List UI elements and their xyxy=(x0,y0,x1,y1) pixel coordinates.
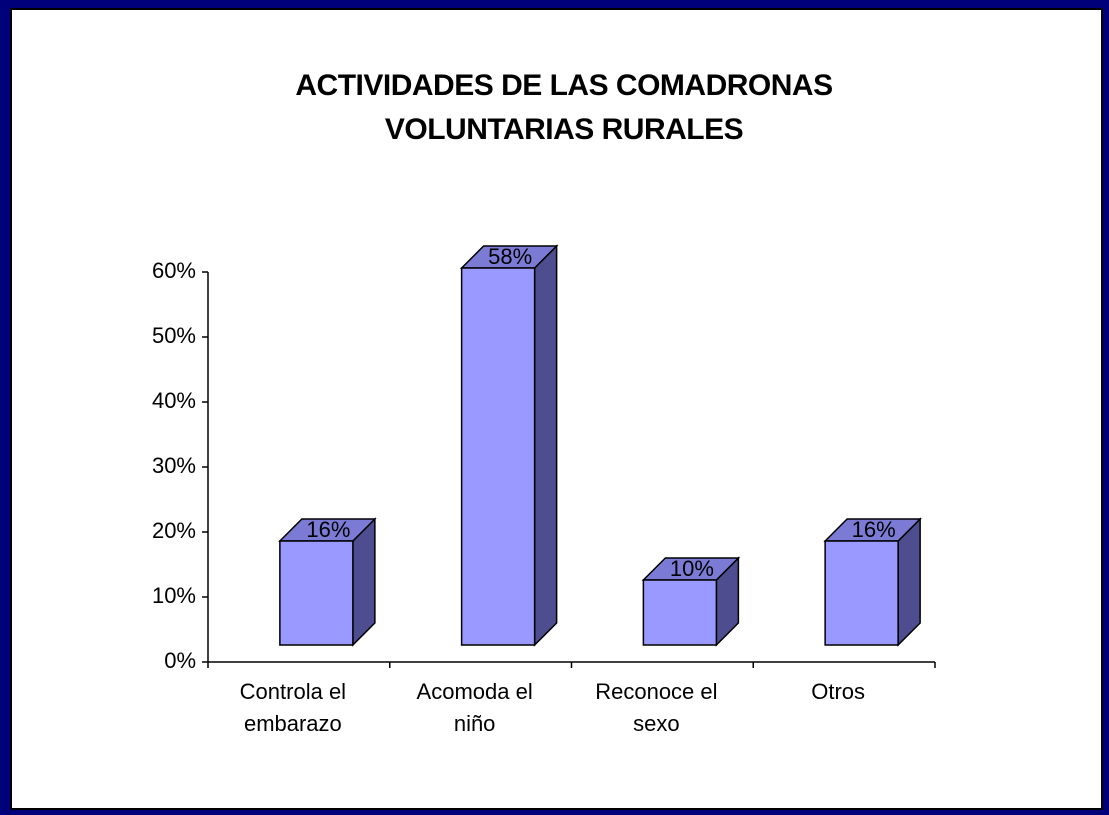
x-tick-label: Controla el embarazo xyxy=(239,679,347,736)
bar xyxy=(459,244,559,647)
bar xyxy=(641,556,741,647)
bar-front xyxy=(824,540,899,646)
bar xyxy=(278,517,377,647)
x-tick-label: Acomoda el niño xyxy=(416,679,533,736)
bar-front xyxy=(460,267,536,646)
x-tick-label: Otros xyxy=(811,679,866,704)
y-tick-label: 50% xyxy=(152,323,196,348)
data-label: 16% xyxy=(306,517,350,542)
bar-side xyxy=(533,244,558,647)
y-tick-label: 30% xyxy=(152,453,196,478)
data-label: 58% xyxy=(488,244,532,269)
bar-front xyxy=(642,579,718,646)
y-tick-label: 0% xyxy=(164,648,196,673)
bar-front xyxy=(279,540,354,646)
y-tick-label: 60% xyxy=(152,258,196,283)
x-tick-label: Reconoce el sexo xyxy=(595,679,718,736)
chart-title: ACTIVIDADES DE LAS COMADRONAS VOLUNTARIA… xyxy=(295,69,833,146)
data-label: 10% xyxy=(670,556,714,581)
y-tick-label: 20% xyxy=(152,518,196,543)
chart-area: ACTIVIDADES DE LAS COMADRONAS VOLUNTARIA… xyxy=(10,8,1103,810)
data-label: 16% xyxy=(852,517,896,542)
y-tick-label: 10% xyxy=(152,583,196,608)
y-tick-label: 40% xyxy=(152,388,196,413)
bar xyxy=(823,517,922,647)
